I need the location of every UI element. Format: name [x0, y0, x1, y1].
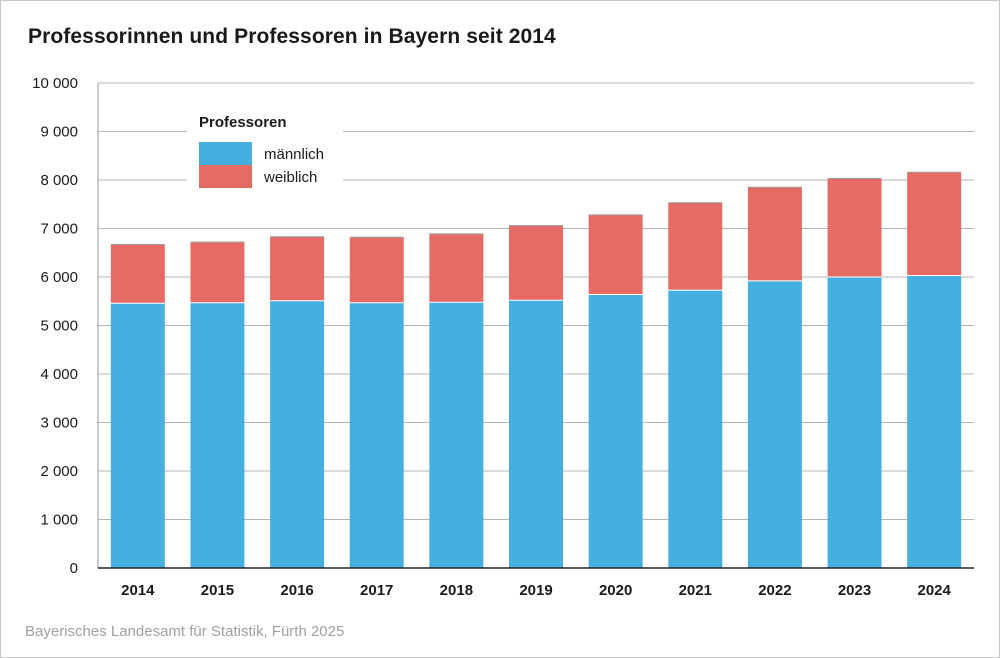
bar-weiblich-2018: [429, 233, 484, 303]
x-tick-label: 2019: [519, 582, 552, 599]
x-tick-label: 2017: [360, 582, 393, 599]
bar-weiblich-2017: [349, 237, 404, 303]
chart-title: Professorinnen und Professoren in Bayern…: [28, 25, 556, 48]
bar-maennlich-2020: [588, 294, 643, 568]
y-tick-label: 3 000: [40, 415, 78, 432]
bar-maennlich-2015: [190, 302, 245, 568]
y-tick-label: 7 000: [40, 221, 78, 238]
x-tick-label: 2014: [121, 582, 155, 599]
y-tick-label: 2 000: [40, 463, 78, 480]
x-tick-label: 2022: [758, 582, 791, 599]
x-tick-label: 2021: [679, 582, 712, 599]
bar-maennlich-2022: [747, 280, 802, 568]
bar-weiblich-2022: [747, 187, 802, 281]
legend-swatch-weiblich: [199, 165, 252, 188]
legend-swatch-maennlich: [199, 142, 252, 165]
bar-maennlich-2024: [907, 275, 962, 568]
x-tick-label: 2018: [440, 582, 473, 599]
x-tick-label: 2020: [599, 582, 632, 599]
bar-weiblich-2020: [588, 214, 643, 295]
y-tick-label: 4 000: [40, 366, 78, 383]
legend: Professoren männlich weiblich: [187, 109, 343, 195]
y-tick-label: 6 000: [40, 269, 78, 286]
y-tick-label: 8 000: [40, 172, 78, 189]
bar-maennlich-2019: [509, 300, 563, 568]
bar-weiblich-2014: [110, 244, 165, 304]
x-tick-label: 2016: [280, 582, 313, 599]
x-tick-label: 2015: [201, 582, 234, 599]
source-note: Bayerisches Landesamt für Statistik, Für…: [25, 623, 345, 640]
y-tick-label: 9 000: [40, 124, 78, 141]
bar-weiblich-2015: [190, 242, 245, 303]
legend-label-maennlich: männlich: [264, 146, 324, 163]
y-tick-label: 10 000: [32, 75, 78, 92]
bar-weiblich-2023: [827, 178, 882, 277]
bar-maennlich-2017: [349, 302, 404, 568]
bar-weiblich-2019: [509, 225, 563, 301]
bar-maennlich-2021: [668, 290, 723, 568]
legend-label-weiblich: weiblich: [263, 169, 317, 186]
legend-title: Professoren: [199, 114, 287, 131]
bar-weiblich-2021: [668, 202, 723, 291]
bar-maennlich-2014: [110, 303, 165, 568]
y-tick-label: 0: [70, 560, 78, 577]
y-tick-label: 5 000: [40, 318, 78, 335]
bar-maennlich-2023: [827, 277, 882, 568]
y-tick-label: 1 000: [40, 512, 78, 529]
bar-maennlich-2016: [270, 300, 325, 568]
x-tick-label: 2023: [838, 582, 871, 599]
x-tick-label: 2024: [917, 582, 951, 599]
bar-maennlich-2018: [429, 302, 484, 568]
bar-weiblich-2024: [907, 172, 962, 276]
bar-weiblich-2016: [270, 236, 325, 301]
